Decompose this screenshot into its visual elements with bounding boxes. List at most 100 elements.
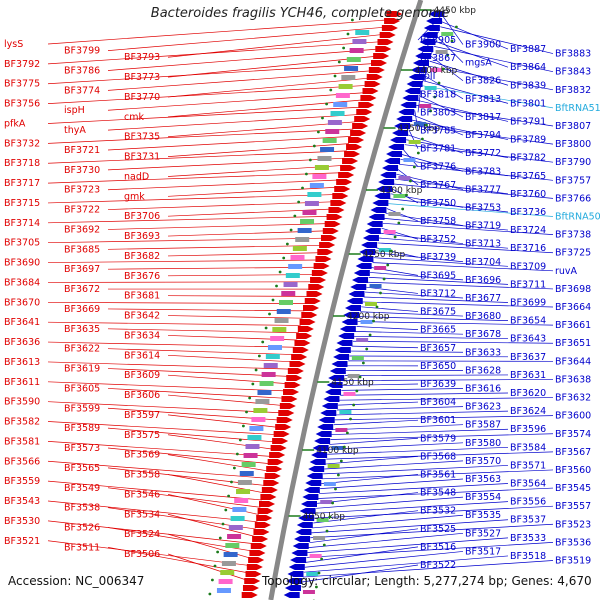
connector-line — [47, 480, 262, 501]
gene-arrow — [386, 151, 403, 157]
feature-block — [413, 122, 426, 126]
connector-line — [303, 555, 509, 573]
gene-label-right: BF3695 — [420, 270, 456, 281]
gene-label-left: BF3669 — [64, 304, 100, 315]
gene-label-right: BF3883 — [555, 49, 591, 60]
gene-label-right: BF3548 — [420, 488, 456, 499]
gene-arrow — [364, 81, 381, 87]
feature-block — [276, 309, 291, 314]
gene-label-left: BF3524 — [124, 529, 160, 540]
gene-arrow — [289, 361, 306, 367]
gene-arrow — [372, 200, 389, 206]
track-dot — [301, 186, 304, 190]
connector-line — [107, 348, 294, 355]
gene-arrow — [291, 354, 308, 360]
gene-arrow — [246, 564, 263, 570]
gene-label-left: BF3606 — [124, 390, 160, 401]
gene-label-left: BF3589 — [64, 423, 100, 434]
gene-arrow — [368, 214, 385, 220]
gene-arrow — [244, 578, 261, 584]
feature-block — [281, 291, 296, 296]
feature-block — [347, 374, 360, 378]
track-dot — [352, 403, 356, 407]
feature-block — [346, 57, 361, 62]
feature-block — [435, 50, 448, 54]
gene-label-right: BF3563 — [465, 474, 501, 485]
gene-label-left: BF3799 — [64, 46, 100, 57]
connector-line — [167, 121, 356, 138]
gene-arrow — [320, 235, 337, 241]
left-gene-labels: lysS BF3799 BF3793 BF3792 BF3786 BF3773 BF3775… — [4, 39, 160, 560]
connector-line — [312, 514, 464, 529]
gene-label-left: gmk — [124, 191, 145, 202]
connector-line — [167, 454, 268, 472]
gene-label-left: BF3558 — [124, 470, 160, 481]
gene-arrow — [311, 270, 328, 276]
gene-label-left: BF3549 — [64, 483, 100, 494]
feature-block — [388, 212, 401, 216]
gene-label-right: BF3554 — [465, 492, 501, 503]
gene-label-right: BF3574 — [555, 429, 591, 440]
connector-line — [414, 110, 419, 131]
track-dot — [289, 228, 293, 232]
track-dot — [218, 536, 222, 540]
gene-label-right: BF3813 — [465, 94, 501, 105]
gene-arrow — [303, 305, 320, 311]
gene-arrow — [346, 144, 363, 150]
gene-label-right: BF3545 — [555, 483, 591, 494]
gene-label-right: BF3664 — [555, 302, 591, 313]
gene-label-left: BF3611 — [4, 377, 40, 388]
connector-line — [354, 335, 509, 340]
gene-label-right: BF3736 — [510, 207, 546, 218]
track-dot — [275, 284, 278, 288]
gene-label-left: BF3676 — [124, 271, 160, 282]
track-dot — [216, 550, 220, 554]
connector-line — [350, 350, 464, 353]
forward-strand-genes — [241, 11, 403, 598]
gene-arrow — [377, 39, 394, 45]
gene-arrow — [338, 333, 355, 339]
connector-line — [107, 266, 316, 270]
gene-label-left: BF3773 — [124, 72, 160, 83]
gene-arrow — [378, 179, 395, 185]
feature-block — [314, 165, 329, 170]
track-dot — [441, 67, 445, 71]
track-dot — [379, 291, 382, 295]
gene-label-left: BF3613 — [4, 357, 40, 368]
feature-block — [341, 75, 356, 80]
track-dot — [257, 354, 261, 358]
track-dot — [242, 424, 245, 428]
connector-line — [47, 150, 347, 164]
track-dot — [361, 361, 365, 365]
connector-line — [362, 301, 554, 308]
gene-arrow — [310, 277, 327, 283]
gene-label-right: BF3537 — [510, 515, 546, 526]
gene-arrow — [248, 557, 265, 563]
feature-block — [297, 228, 312, 233]
gene-label-left: BF3693 — [124, 231, 160, 242]
gene-label-right: BF3657 — [420, 343, 456, 354]
gene-arrow — [300, 501, 317, 507]
gene-label-left: BF3575 — [124, 430, 160, 441]
track-dot — [235, 452, 239, 456]
gene-label-right: BF3525 — [420, 524, 456, 535]
gene-label-right: BF3518 — [510, 551, 546, 562]
gene-arrow — [284, 382, 301, 388]
feature-block — [343, 392, 356, 396]
gene-arrow — [408, 74, 425, 80]
feature-block — [274, 318, 289, 323]
connector-line — [404, 144, 554, 163]
track-dot — [420, 137, 424, 141]
gene-arrow — [326, 214, 343, 220]
feature-block — [393, 194, 406, 198]
feature-block — [317, 156, 332, 161]
gene-label-right: BF3517 — [465, 546, 501, 557]
gene-arrow — [348, 291, 365, 297]
track-dot — [261, 340, 265, 344]
connector-line — [323, 465, 509, 475]
gene-arrow — [328, 375, 345, 381]
gene-arrow — [368, 67, 385, 73]
gene-arrow — [419, 39, 436, 45]
connector-line — [167, 513, 255, 537]
gene-arrow — [374, 193, 391, 199]
